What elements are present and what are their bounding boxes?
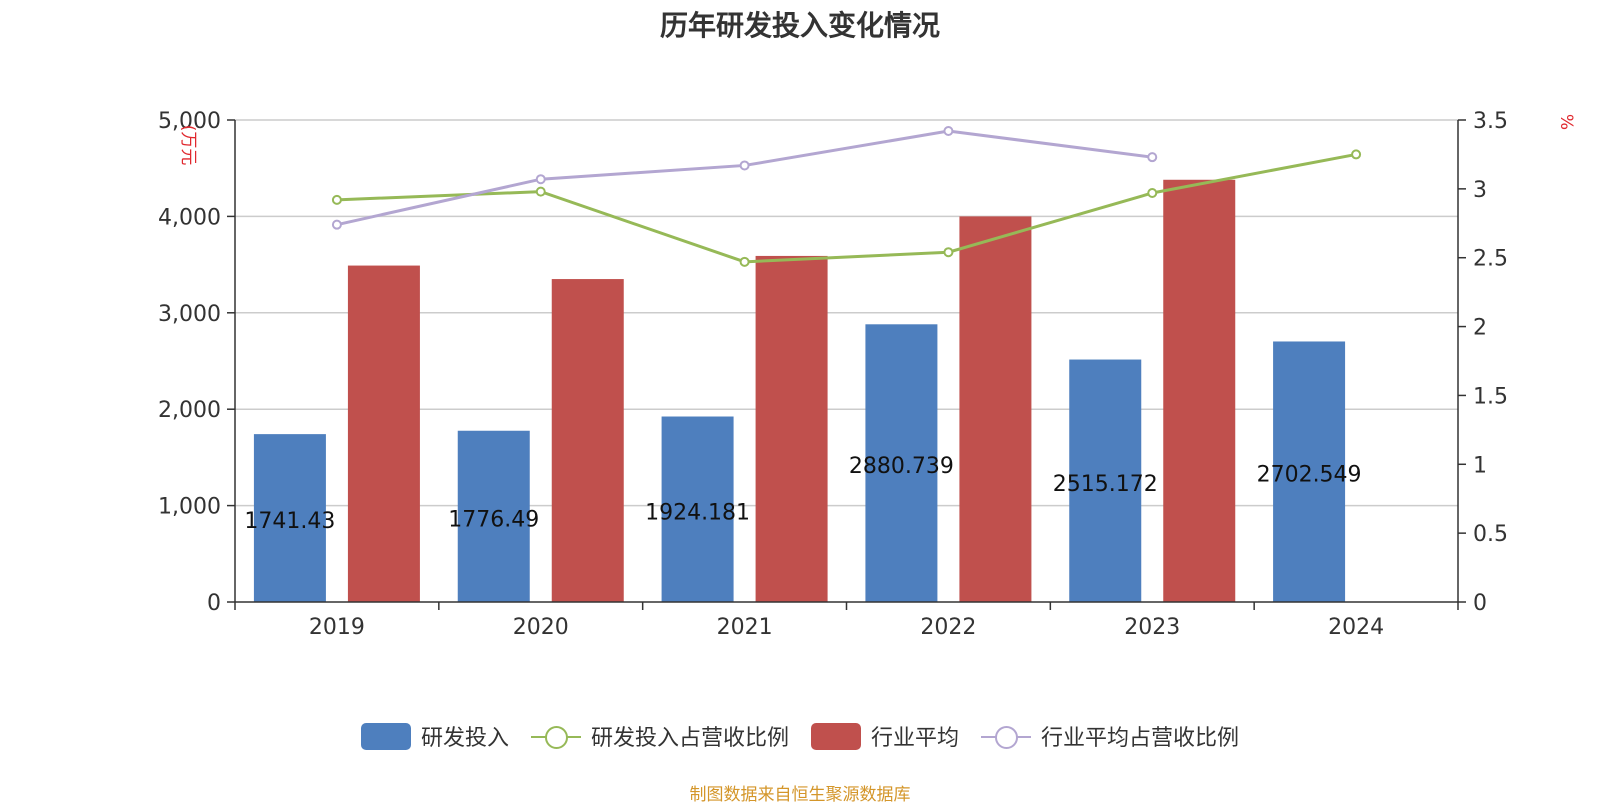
data-label: 1776.49	[448, 507, 539, 532]
data-label: 2702.549	[1257, 463, 1362, 488]
y-right-tick-label: 0.5	[1473, 522, 1508, 547]
data-label: 2880.739	[849, 454, 954, 479]
y-right-tick-label: 3.5	[1473, 109, 1508, 134]
y-left-tick-label: 2,000	[158, 398, 221, 423]
y-left-tick-label: 0	[207, 591, 221, 616]
y-right-tick-label: 0	[1473, 591, 1487, 616]
bar	[551, 279, 624, 602]
x-tick-label: 2023	[1124, 615, 1180, 640]
legend-item-industry-ratio[interactable]: 行业平均占营收比例	[981, 720, 1239, 752]
legend-label: 行业平均	[871, 726, 960, 751]
bar	[253, 434, 326, 602]
line-point	[943, 126, 954, 137]
line-point	[739, 256, 750, 267]
bar	[661, 416, 734, 602]
bar	[1163, 179, 1236, 602]
x-tick-label: 2019	[309, 615, 365, 640]
bar	[1273, 341, 1346, 602]
legend-swatch-bar	[360, 722, 411, 750]
bars	[253, 179, 1346, 602]
y-right-tick-label: 1	[1473, 453, 1487, 478]
legend-item-rd-ratio[interactable]: 研发投入占营收比例	[530, 720, 789, 752]
y-right-axis-label: %	[1556, 114, 1576, 130]
line-point	[1351, 149, 1362, 160]
lines	[331, 126, 1362, 267]
bar	[347, 265, 420, 602]
x-tick-label: 2021	[717, 615, 773, 640]
line-point	[535, 174, 546, 185]
legend-swatch-line	[981, 723, 1032, 750]
y-left-tick-label: 3,000	[158, 302, 221, 327]
series-line	[336, 129, 1153, 227]
y-left-tick-label: 4,000	[158, 205, 221, 230]
y-left-tick-label: 1,000	[158, 495, 221, 520]
y-right-tick-label: 2.5	[1473, 247, 1508, 272]
y-left-tick-label: 5,000	[158, 109, 221, 134]
x-tick-label: 2024	[1328, 615, 1384, 640]
data-label: 1924.181	[645, 500, 750, 525]
series-line	[336, 152, 1357, 264]
legend-label: 研发投入占营收比例	[590, 726, 789, 751]
bar	[457, 430, 530, 602]
line-point	[1147, 187, 1158, 198]
x-tick-label: 2020	[513, 615, 569, 640]
line-point	[535, 186, 546, 197]
bar	[959, 216, 1032, 602]
gridlines	[235, 119, 1458, 507]
data-label: 1741.43	[244, 509, 335, 534]
line-point	[739, 160, 750, 171]
legend: 研发投入 研发投入占营收比例 行业平均 行业平均占营收比例	[0, 720, 1600, 752]
y-right-tick-label: 2	[1473, 316, 1487, 341]
data-labels: 1741.43 1776.49 1924.181 2880.739 2515.172 27…	[244, 454, 1361, 534]
source-note: 制图数据来自恒生聚源数据库	[689, 785, 911, 805]
y-left-axis-label: (万元	[178, 125, 198, 166]
legend-item-rd-investment[interactable]: 研发投入	[360, 720, 509, 752]
line-point	[331, 219, 342, 230]
line-point	[1147, 152, 1158, 163]
legend-item-industry-average[interactable]: 行业平均	[811, 720, 959, 752]
legend-label: 行业平均占营收比例	[1041, 726, 1240, 751]
axes: 0 1,000 2,000 3,000 4,000 5,000 0 0.5 1 1.5 2 2.5 3 3…	[158, 109, 1576, 640]
legend-swatch-line	[530, 723, 581, 750]
data-label: 2515.172	[1053, 472, 1158, 497]
y-right-tick-label: 3	[1473, 178, 1487, 203]
legend-label: 研发投入	[420, 726, 509, 751]
line-point	[943, 247, 954, 258]
bar	[865, 324, 938, 602]
y-right-tick-label: 1.5	[1473, 384, 1508, 409]
bar	[755, 255, 828, 602]
line-point	[331, 194, 342, 205]
bar	[1069, 359, 1142, 602]
legend-swatch-bar	[811, 722, 861, 750]
chart-title: 历年研发投入变化情况	[659, 9, 940, 42]
x-tick-label: 2022	[920, 615, 976, 640]
